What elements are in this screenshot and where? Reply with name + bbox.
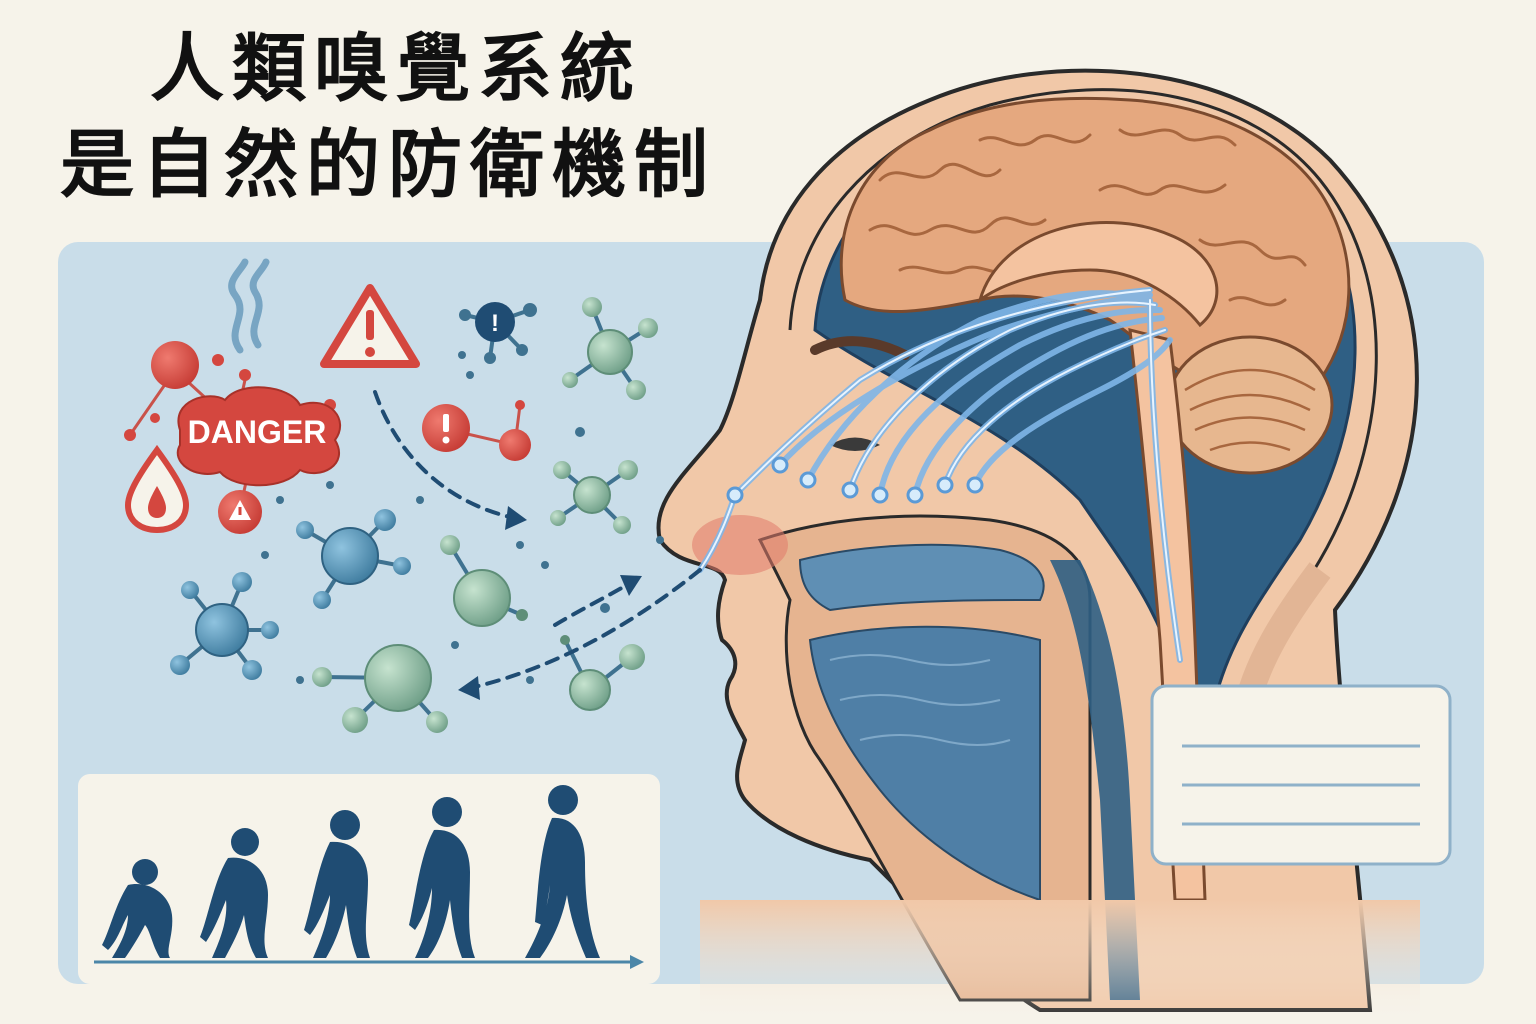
silhouette-modern-human xyxy=(525,785,600,958)
title-line-1: 人類嗅覺系統 xyxy=(150,26,642,112)
silhouette-early-human xyxy=(409,797,475,958)
danger-label: DANGER xyxy=(188,414,327,450)
danger-cluster: DANGER xyxy=(124,258,531,534)
nerve-endings xyxy=(726,456,984,504)
small-warning-icon xyxy=(218,490,262,534)
red-molecule xyxy=(151,341,199,389)
green-molecules xyxy=(312,297,658,733)
cerebellum-folds xyxy=(1184,368,1316,452)
evolution-inset xyxy=(78,774,660,984)
odor-molecules: ! xyxy=(170,297,664,733)
nose-tint xyxy=(692,515,788,575)
fire-drop-icon xyxy=(124,444,190,534)
info-card xyxy=(1150,684,1452,866)
svg-text:!: ! xyxy=(491,310,499,337)
airflow-arrows xyxy=(373,390,702,690)
silhouette-early-hominid xyxy=(200,828,268,958)
olfactory-nerves xyxy=(697,287,1183,663)
silhouette-ape xyxy=(102,859,173,958)
danger-badge xyxy=(176,386,341,487)
blue-molecules: ! xyxy=(170,302,537,680)
arrow-heads xyxy=(458,506,642,700)
nasal-passage xyxy=(798,543,1045,612)
smoke-icon xyxy=(228,258,270,354)
cerebellum xyxy=(1166,335,1334,475)
silhouette-hominid xyxy=(304,810,370,958)
eyebrow xyxy=(810,336,910,360)
warning-triangle-icon xyxy=(320,284,420,368)
human-evolution-silhouettes xyxy=(102,785,600,958)
title-line-2: 是自然的防衛機制 xyxy=(60,122,716,208)
exclamation-icon xyxy=(422,400,531,461)
